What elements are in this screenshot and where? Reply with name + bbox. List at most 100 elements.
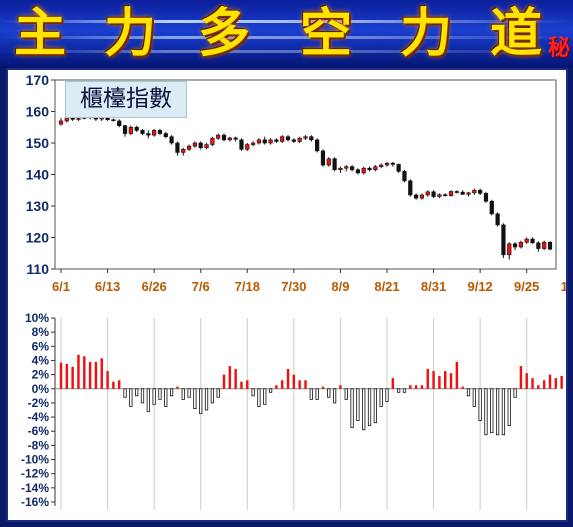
- candle-down: [309, 136, 314, 141]
- candle-down: [349, 166, 355, 171]
- bar-negative: [216, 388, 220, 398]
- candle-up: [210, 137, 215, 145]
- candle-up: [216, 134, 221, 139]
- candle-y-tick-label: 120: [26, 230, 50, 246]
- candle-up: [204, 144, 209, 149]
- bar-positive: [455, 361, 459, 389]
- bar-y-tick-label: -8%: [28, 438, 50, 452]
- bar-y-tick-label: -14%: [21, 481, 49, 495]
- candle-x-tick-label: 6/26: [141, 279, 166, 294]
- bar-negative: [332, 388, 337, 404]
- title-char-2: 力: [104, 3, 157, 64]
- bar-negative: [129, 388, 133, 407]
- bar-positive: [59, 362, 63, 389]
- bar-negative: [356, 388, 360, 422]
- title-char-6: 道: [490, 3, 543, 64]
- bar-negative: [495, 388, 500, 436]
- bar-positive: [548, 374, 552, 389]
- candle-down: [501, 224, 506, 256]
- candle-up: [361, 167, 366, 174]
- candle-down: [315, 139, 320, 152]
- bar-positive: [100, 358, 103, 389]
- bar-positive: [449, 373, 453, 389]
- bar-negative: [344, 388, 348, 400]
- bar-negative: [152, 388, 156, 405]
- bar-negative: [199, 388, 203, 414]
- candle-down: [262, 139, 267, 144]
- candle-down: [239, 139, 244, 150]
- bar-negative: [484, 388, 488, 436]
- candle-down: [117, 120, 122, 126]
- candle-down: [454, 191, 459, 193]
- title-char-4: 空: [300, 3, 353, 64]
- candle-up: [256, 139, 262, 144]
- candle-up: [425, 191, 430, 196]
- bar-negative: [315, 388, 319, 400]
- candle-up: [280, 136, 285, 142]
- bar-y-tick-label: 0%: [32, 382, 50, 396]
- candle-down: [198, 142, 203, 149]
- candle-up: [128, 126, 133, 134]
- candle-up: [384, 162, 390, 166]
- bar-negative: [309, 388, 313, 400]
- candle-up: [373, 166, 378, 171]
- candle-down: [390, 162, 395, 165]
- candle-down: [111, 119, 116, 121]
- bar-positive: [280, 380, 284, 389]
- candle-down: [408, 180, 413, 196]
- candle-up: [152, 130, 157, 136]
- bar-positive: [234, 368, 237, 389]
- candle-up: [303, 136, 308, 139]
- candle-x-tick-label: 9/25: [514, 279, 539, 294]
- bar-y-tick-label: -2%: [28, 396, 50, 410]
- candle-down: [483, 193, 489, 202]
- candle-down: [460, 191, 465, 195]
- bar-negative: [379, 388, 383, 407]
- bar-positive: [88, 361, 92, 389]
- bar-negative: [146, 388, 150, 412]
- bar-positive: [391, 378, 395, 389]
- candle-up: [448, 191, 454, 196]
- candle-up: [542, 241, 547, 249]
- candle-down: [536, 242, 541, 249]
- candle-x-tick-label: 8/21: [374, 279, 399, 294]
- bar-positive: [414, 385, 418, 389]
- banner: 主 力 多 空 力 道 秘: [0, 0, 573, 68]
- bar-positive: [542, 380, 546, 389]
- candle-down: [320, 150, 326, 166]
- candle-up: [268, 139, 273, 144]
- bar-negative: [478, 388, 482, 422]
- candle-x-tick-label: 7/18: [235, 279, 260, 294]
- candle-down: [146, 133, 151, 136]
- candle-up: [507, 243, 512, 256]
- bar-y-tick-label: -6%: [28, 424, 50, 438]
- bar-negative: [251, 388, 255, 397]
- bar-positive: [112, 381, 115, 389]
- candle-down: [70, 117, 75, 120]
- bar-negative: [466, 388, 471, 397]
- candle-down: [402, 171, 407, 182]
- bar-positive: [286, 368, 290, 389]
- candle-down: [414, 194, 419, 199]
- candle-down: [547, 241, 553, 250]
- bar-positive: [321, 386, 325, 389]
- candle-down: [478, 189, 483, 194]
- bar-negative: [501, 388, 506, 436]
- bar-negative: [362, 388, 366, 431]
- candle-up: [379, 164, 384, 167]
- bar-negative: [385, 388, 389, 402]
- candle-down: [443, 194, 448, 196]
- candle-down: [291, 139, 296, 142]
- candle-down: [157, 130, 163, 134]
- bar-y-tick-label: -4%: [28, 410, 50, 424]
- candle-down: [221, 134, 227, 141]
- candle-y-tick-label: 130: [26, 198, 50, 214]
- candle-down: [274, 139, 279, 142]
- bar-negative: [490, 388, 494, 434]
- bar-positive: [443, 371, 447, 389]
- bar-negative: [181, 388, 185, 400]
- title-char-3: 多: [198, 3, 251, 64]
- bar-positive: [519, 366, 523, 389]
- candle-up: [326, 158, 331, 166]
- bar-y-tick-label: -12%: [21, 467, 49, 481]
